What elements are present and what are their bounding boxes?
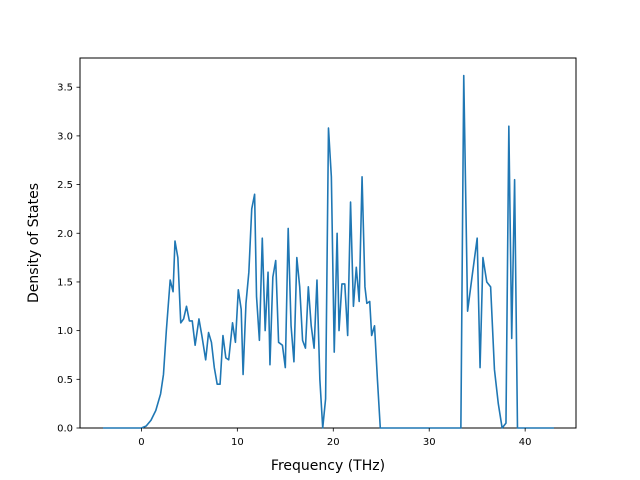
series-layer <box>103 74 554 429</box>
y-tick-label: 2.0 <box>57 229 73 240</box>
x-tick-label: 20 <box>327 437 340 448</box>
x-axis-label: Frequency (THz) <box>271 458 385 474</box>
dos-series-line-0 <box>103 74 554 429</box>
x-axis-ticks: 0 10 20 30 40 <box>138 428 532 448</box>
x-tick-label: 30 <box>423 437 436 448</box>
x-tick-label: 0 <box>138 437 144 448</box>
y-axis-label: Density of States <box>26 183 42 303</box>
y-tick-label: 2.5 <box>57 180 73 191</box>
y-axis-ticks: 0.0 0.5 1.0 1.5 2.0 2.5 3.0 3.5 <box>57 83 80 435</box>
x-tick-label: 10 <box>231 437 244 448</box>
y-tick-label: 0.0 <box>57 424 73 435</box>
y-tick-label: 3.5 <box>57 83 73 94</box>
x-tick-label: 40 <box>519 437 532 448</box>
y-tick-label: 1.0 <box>57 326 73 337</box>
y-tick-label: 1.5 <box>57 277 73 288</box>
y-tick-label: 3.0 <box>57 131 73 142</box>
y-tick-label: 0.5 <box>57 375 73 386</box>
plot-area-frame <box>79 57 577 429</box>
